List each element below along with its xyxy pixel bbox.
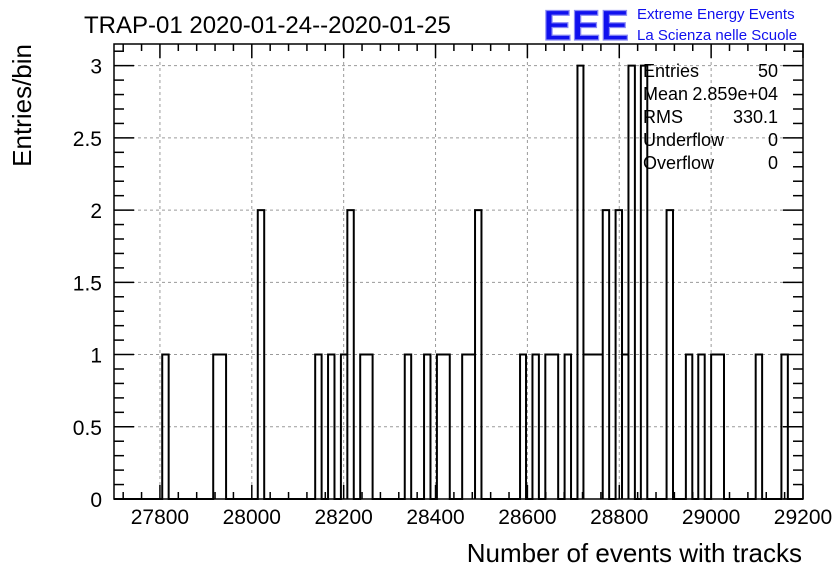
chart-title: TRAP-01 2020-01-24--2020-01-25: [84, 12, 451, 39]
stats-value-overflow: 0: [768, 153, 778, 173]
eee-logo: EEE Extreme Energy Events La Scienza nel…: [542, 1, 797, 50]
y-tick-label-1: 0.5: [73, 417, 102, 440]
stats-value-mean: 2.859e+04: [692, 84, 778, 104]
x-tick-label-2: 28200: [314, 506, 372, 529]
x-tick-label-3: 28400: [406, 506, 464, 529]
bar-18: [583, 355, 602, 499]
x-tick-label-5: 28800: [590, 506, 648, 529]
stats-label-rms: RMS: [643, 107, 683, 127]
x-tick-label-0: 27800: [131, 506, 189, 529]
x-tick-label-4: 28600: [498, 506, 556, 529]
y-tick-labels: 0 0.5 1 1.5 2 2.5 3: [73, 56, 102, 512]
y-tick-label-6: 3: [90, 56, 102, 79]
eee-logo-line2: La Scienza nelle Scuole: [637, 27, 797, 44]
eee-logo-line1: Extreme Energy Events: [637, 6, 795, 23]
stats-value-entries: 50: [758, 61, 778, 81]
eee-logo-mark: EEE: [543, 2, 629, 50]
stats-value-underflow: 0: [768, 130, 778, 150]
y-tick-label-4: 2: [90, 200, 102, 223]
stats-label-underflow: Underflow: [643, 130, 725, 150]
x-axis-label: Number of events with tracks: [467, 538, 802, 568]
histogram-bars: [114, 64, 803, 500]
stats-label-mean: Mean: [643, 84, 688, 104]
y-axis-label: Entries/bin: [7, 44, 37, 167]
x-tick-label-7: 29200: [774, 506, 832, 529]
x-tick-labels: 27800 28000 28200 28400 28600 28800 29000 29200: [131, 506, 832, 529]
plot-frame: [113, 43, 804, 500]
stats-label-overflow: Overflow: [643, 153, 715, 173]
y-tick-label-5: 2.5: [73, 128, 102, 151]
grid-lines: [114, 44, 803, 499]
axis-ticks: [114, 44, 804, 500]
y-tick-label-3: 1.5: [73, 272, 102, 295]
stats-value-rms: 330.1: [733, 107, 778, 127]
y-tick-label-0: 0: [90, 489, 102, 512]
stats-box: Entries 50 Mean 2.859e+04 RMS 330.1 Underflow 0…: [643, 61, 778, 173]
y-tick-label-2: 1: [90, 345, 102, 368]
x-tick-label-1: 28000: [223, 506, 281, 529]
stats-label-entries: Entries: [643, 61, 699, 81]
histogram-outline: [114, 64, 803, 500]
x-tick-label-6: 29000: [682, 506, 740, 529]
